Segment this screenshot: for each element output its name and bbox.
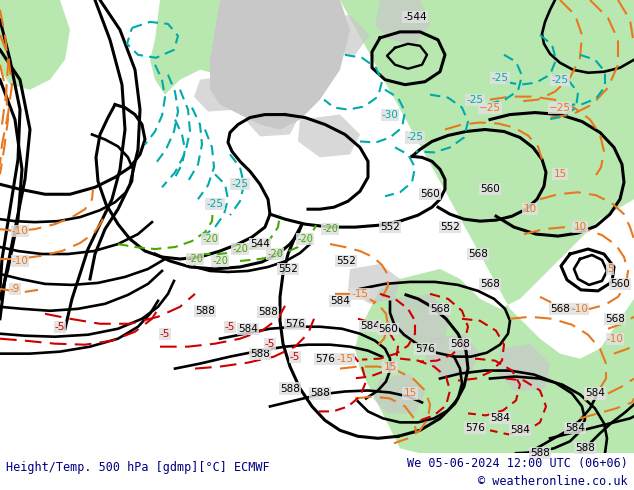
Text: We 05-06-2024 12:00 UTC (06+06): We 05-06-2024 12:00 UTC (06+06): [407, 457, 628, 470]
Text: 576: 576: [315, 354, 335, 364]
Text: 5: 5: [607, 264, 613, 274]
Text: -5: -5: [160, 329, 170, 339]
Text: 584: 584: [565, 423, 585, 433]
Text: 560: 560: [420, 189, 440, 199]
Text: 552: 552: [440, 222, 460, 232]
Text: 584: 584: [510, 425, 530, 435]
Polygon shape: [425, 334, 480, 376]
Polygon shape: [194, 74, 248, 112]
Text: 588: 588: [575, 443, 595, 453]
Text: 552: 552: [380, 222, 400, 232]
Text: 584: 584: [360, 321, 380, 331]
Polygon shape: [348, 264, 400, 304]
Text: 568: 568: [605, 314, 625, 324]
Text: -10: -10: [11, 256, 29, 266]
Text: -5: -5: [265, 339, 275, 349]
Text: 560: 560: [378, 324, 398, 334]
Polygon shape: [300, 15, 370, 55]
Text: 552: 552: [336, 256, 356, 266]
Text: 584: 584: [585, 389, 605, 398]
Text: 588: 588: [195, 306, 215, 316]
Text: -15: -15: [351, 289, 368, 299]
Text: 588: 588: [530, 448, 550, 458]
Text: -20: -20: [212, 256, 228, 266]
Text: 588: 588: [280, 384, 300, 393]
Text: -20: -20: [322, 224, 338, 234]
Text: -5: -5: [290, 352, 300, 362]
Polygon shape: [373, 373, 425, 414]
Text: -20: -20: [202, 234, 218, 244]
Text: 15: 15: [553, 170, 567, 179]
Polygon shape: [245, 95, 300, 137]
Text: −25: −25: [549, 102, 571, 113]
Text: 560: 560: [480, 184, 500, 194]
Text: 588: 588: [310, 389, 330, 398]
Text: 576: 576: [465, 423, 485, 433]
Text: 568: 568: [550, 304, 570, 314]
Polygon shape: [210, 0, 350, 129]
Text: 584: 584: [490, 414, 510, 423]
Text: 568: 568: [480, 279, 500, 289]
Text: -5: -5: [55, 322, 65, 332]
Polygon shape: [388, 294, 450, 343]
Text: -20: -20: [297, 234, 313, 244]
Text: Height/Temp. 500 hPa [gdmp][°C] ECMWF: Height/Temp. 500 hPa [gdmp][°C] ECMWF: [6, 462, 270, 474]
Text: -20: -20: [187, 254, 203, 264]
Text: -10: -10: [572, 304, 588, 314]
Text: 10: 10: [573, 222, 586, 232]
Text: 10: 10: [524, 204, 536, 214]
Text: 588: 588: [258, 307, 278, 317]
Text: -15: -15: [337, 354, 354, 364]
Text: 576: 576: [415, 343, 435, 354]
Text: 15: 15: [384, 362, 397, 371]
Polygon shape: [150, 0, 320, 95]
Text: −25: −25: [479, 102, 501, 113]
Text: -10: -10: [11, 226, 29, 236]
Text: -20: -20: [232, 244, 248, 254]
Text: 588: 588: [250, 348, 270, 359]
Text: -25: -25: [207, 199, 224, 209]
Text: 584: 584: [238, 324, 258, 334]
Text: 568: 568: [430, 304, 450, 314]
Text: 568: 568: [450, 339, 470, 349]
Text: 584: 584: [330, 296, 350, 306]
Polygon shape: [498, 343, 550, 392]
Polygon shape: [476, 0, 570, 60]
Text: -25: -25: [491, 73, 508, 83]
Text: -20: -20: [267, 249, 283, 259]
Text: -9: -9: [10, 284, 20, 294]
Text: -25: -25: [406, 132, 424, 143]
Text: -5: -5: [225, 322, 235, 332]
Polygon shape: [0, 0, 70, 90]
Text: -30: -30: [382, 110, 398, 120]
Polygon shape: [340, 0, 634, 453]
Text: 544: 544: [250, 239, 270, 249]
Text: -25: -25: [231, 179, 249, 189]
Text: 552: 552: [278, 264, 298, 274]
Polygon shape: [375, 0, 430, 45]
Polygon shape: [298, 115, 360, 157]
Text: 568: 568: [468, 249, 488, 259]
Text: -544: -544: [403, 12, 427, 22]
Text: -25: -25: [467, 95, 484, 105]
Text: -10: -10: [607, 334, 623, 343]
Text: 576: 576: [285, 319, 305, 329]
Text: © weatheronline.co.uk: © weatheronline.co.uk: [478, 475, 628, 489]
Text: -25: -25: [552, 74, 569, 85]
Text: 560: 560: [610, 279, 630, 289]
Text: 15: 15: [403, 389, 417, 398]
